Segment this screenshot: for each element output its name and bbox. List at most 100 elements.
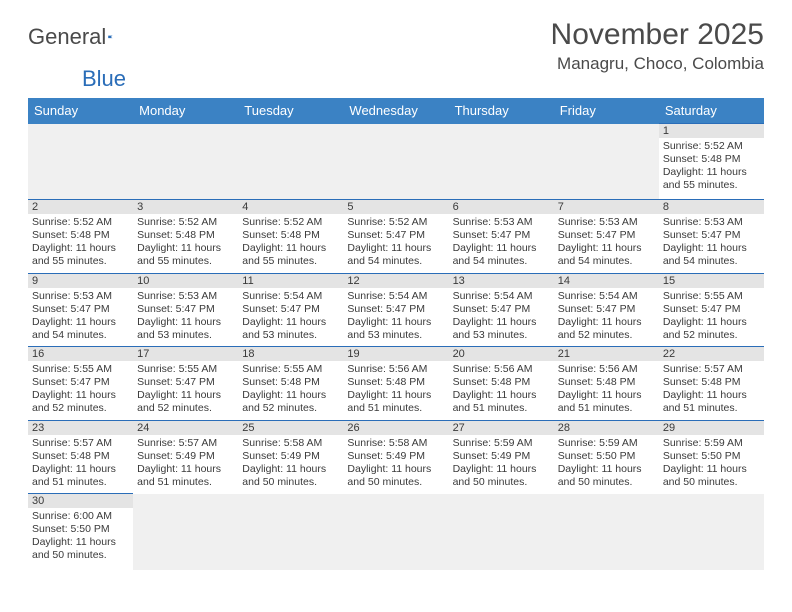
daylight-line: Daylight: 11 hours and 53 minutes. [137, 316, 234, 342]
day-cell: 13Sunrise: 5:54 AMSunset: 5:47 PMDayligh… [449, 273, 554, 347]
daylight-line: Daylight: 11 hours and 52 minutes. [242, 389, 339, 415]
day-cell [659, 494, 764, 570]
day-details: Sunrise: 5:57 AMSunset: 5:48 PMDaylight:… [659, 361, 764, 420]
sunset-line: Sunset: 5:48 PM [663, 153, 760, 166]
sunset-line: Sunset: 5:47 PM [453, 229, 550, 242]
day-details: Sunrise: 5:57 AMSunset: 5:49 PMDaylight:… [133, 435, 238, 494]
calendar-table: Sunday Monday Tuesday Wednesday Thursday… [28, 98, 764, 570]
day-number: 25 [238, 421, 343, 435]
day-cell: 29Sunrise: 5:59 AMSunset: 5:50 PMDayligh… [659, 420, 764, 494]
sunset-line: Sunset: 5:47 PM [137, 303, 234, 316]
sunrise-line: Sunrise: 5:56 AM [347, 363, 444, 376]
sunrise-line: Sunrise: 5:55 AM [32, 363, 129, 376]
sunrise-line: Sunrise: 5:58 AM [347, 437, 444, 450]
daylight-line: Daylight: 11 hours and 51 minutes. [137, 463, 234, 489]
daylight-line: Daylight: 11 hours and 51 minutes. [558, 389, 655, 415]
daylight-line: Daylight: 11 hours and 55 minutes. [663, 166, 760, 192]
day-cell: 3Sunrise: 5:52 AMSunset: 5:48 PMDaylight… [133, 200, 238, 274]
sunrise-line: Sunrise: 5:55 AM [242, 363, 339, 376]
sunrise-line: Sunrise: 5:54 AM [558, 290, 655, 303]
day-cell: 6Sunrise: 5:53 AMSunset: 5:47 PMDaylight… [449, 200, 554, 274]
day-cell: 21Sunrise: 5:56 AMSunset: 5:48 PMDayligh… [554, 347, 659, 421]
week-row: 23Sunrise: 5:57 AMSunset: 5:48 PMDayligh… [28, 420, 764, 494]
sunset-line: Sunset: 5:47 PM [347, 229, 444, 242]
logo-word2: Blue [82, 66, 126, 92]
sunrise-line: Sunrise: 6:00 AM [32, 510, 129, 523]
daylight-line: Daylight: 11 hours and 52 minutes. [32, 389, 129, 415]
day-cell [238, 494, 343, 570]
day-cell: 16 Sunrise: 5:55 AMSunset: 5:47 PMDayligh… [28, 347, 133, 421]
logo: General [28, 18, 134, 50]
day-cell: 28Sunrise: 5:59 AMSunset: 5:50 PMDayligh… [554, 420, 659, 494]
sunset-line: Sunset: 5:47 PM [242, 303, 339, 316]
sunrise-line: Sunrise: 5:52 AM [32, 216, 129, 229]
sunset-line: Sunset: 5:48 PM [32, 450, 129, 463]
sunrise-line: Sunrise: 5:55 AM [137, 363, 234, 376]
day-number: 18 [238, 347, 343, 361]
day-cell: 22Sunrise: 5:57 AMSunset: 5:48 PMDayligh… [659, 347, 764, 421]
day-cell [133, 124, 238, 200]
day-details: Sunrise: 5:58 AMSunset: 5:49 PMDaylight:… [343, 435, 448, 494]
day-number: 6 [449, 200, 554, 214]
daylight-line: Daylight: 11 hours and 54 minutes. [347, 242, 444, 268]
sunrise-line: Sunrise: 5:57 AM [663, 363, 760, 376]
day-number: 14 [554, 274, 659, 288]
day-details: Sunrise: 5:53 AMSunset: 5:47 PMDaylight:… [28, 288, 133, 347]
day-cell: 26Sunrise: 5:58 AMSunset: 5:49 PMDayligh… [343, 420, 448, 494]
day-cell: 30Sunrise: 6:00 AMSunset: 5:50 PMDayligh… [28, 494, 133, 570]
col-friday: Friday [554, 98, 659, 124]
daylight-line: Daylight: 11 hours and 50 minutes. [558, 463, 655, 489]
day-details: Sunrise: 5:53 AMSunset: 5:47 PMDaylight:… [133, 288, 238, 347]
daylight-line: Daylight: 11 hours and 51 minutes. [347, 389, 444, 415]
day-cell: 19Sunrise: 5:56 AMSunset: 5:48 PMDayligh… [343, 347, 448, 421]
day-number: 24 [133, 421, 238, 435]
logo-flag-icon [108, 28, 113, 46]
daylight-line: Daylight: 11 hours and 53 minutes. [347, 316, 444, 342]
sunset-line: Sunset: 5:48 PM [558, 376, 655, 389]
daylight-line: Daylight: 11 hours and 52 minutes. [137, 389, 234, 415]
day-details: Sunrise: 5:59 AMSunset: 5:50 PMDaylight:… [659, 435, 764, 494]
sunset-line: Sunset: 5:47 PM [558, 303, 655, 316]
day-cell: 8Sunrise: 5:53 AMSunset: 5:47 PMDaylight… [659, 200, 764, 274]
day-cell [343, 124, 448, 200]
day-cell: 17Sunrise: 5:55 AMSunset: 5:47 PMDayligh… [133, 347, 238, 421]
day-number: 10 [133, 274, 238, 288]
day-number: 17 [133, 347, 238, 361]
sunset-line: Sunset: 5:48 PM [347, 376, 444, 389]
day-details: Sunrise: 5:53 AMSunset: 5:47 PMDaylight:… [449, 214, 554, 273]
day-number: 16 [28, 347, 133, 361]
day-cell [449, 124, 554, 200]
daylight-line: Daylight: 11 hours and 55 minutes. [242, 242, 339, 268]
sunrise-line: Sunrise: 5:52 AM [663, 140, 760, 153]
day-details: Sunrise: 5:52 AMSunset: 5:48 PMDaylight:… [238, 214, 343, 273]
daylight-line: Daylight: 11 hours and 54 minutes. [558, 242, 655, 268]
week-row: 16Sunrise: 5:55 AMSunset: 5:47 PMDayligh… [28, 347, 764, 421]
sunrise-line: Sunrise: 5:53 AM [558, 216, 655, 229]
sunrise-line: Sunrise: 5:54 AM [453, 290, 550, 303]
sunset-line: Sunset: 5:47 PM [32, 376, 129, 389]
day-details: Sunrise: 5:54 AMSunset: 5:47 PMDaylight:… [554, 288, 659, 347]
day-details: Sunrise: 6:00 AMSunset: 5:50 PMDaylight:… [28, 508, 133, 567]
sunrise-line: Sunrise: 5:53 AM [32, 290, 129, 303]
sunrise-line: Sunrise: 5:57 AM [32, 437, 129, 450]
daylight-line: Daylight: 11 hours and 53 minutes. [242, 316, 339, 342]
sunset-line: Sunset: 5:47 PM [453, 303, 550, 316]
daylight-line: Daylight: 11 hours and 54 minutes. [453, 242, 550, 268]
daylight-line: Daylight: 11 hours and 54 minutes. [32, 316, 129, 342]
day-number: 7 [554, 200, 659, 214]
daylight-line: Daylight: 11 hours and 50 minutes. [32, 536, 129, 562]
day-number: 2 [28, 200, 133, 214]
sunset-line: Sunset: 5:48 PM [32, 229, 129, 242]
sunset-line: Sunset: 5:48 PM [137, 229, 234, 242]
sunrise-line: Sunrise: 5:53 AM [453, 216, 550, 229]
day-cell [238, 124, 343, 200]
day-cell [449, 494, 554, 570]
daylight-line: Daylight: 11 hours and 53 minutes. [453, 316, 550, 342]
day-cell: 14Sunrise: 5:54 AMSunset: 5:47 PMDayligh… [554, 273, 659, 347]
day-cell: 12Sunrise: 5:54 AMSunset: 5:47 PMDayligh… [343, 273, 448, 347]
day-number: 1 [659, 124, 764, 138]
day-cell [133, 494, 238, 570]
day-number: 30 [28, 494, 133, 508]
sunrise-line: Sunrise: 5:52 AM [137, 216, 234, 229]
day-number: 11 [238, 274, 343, 288]
